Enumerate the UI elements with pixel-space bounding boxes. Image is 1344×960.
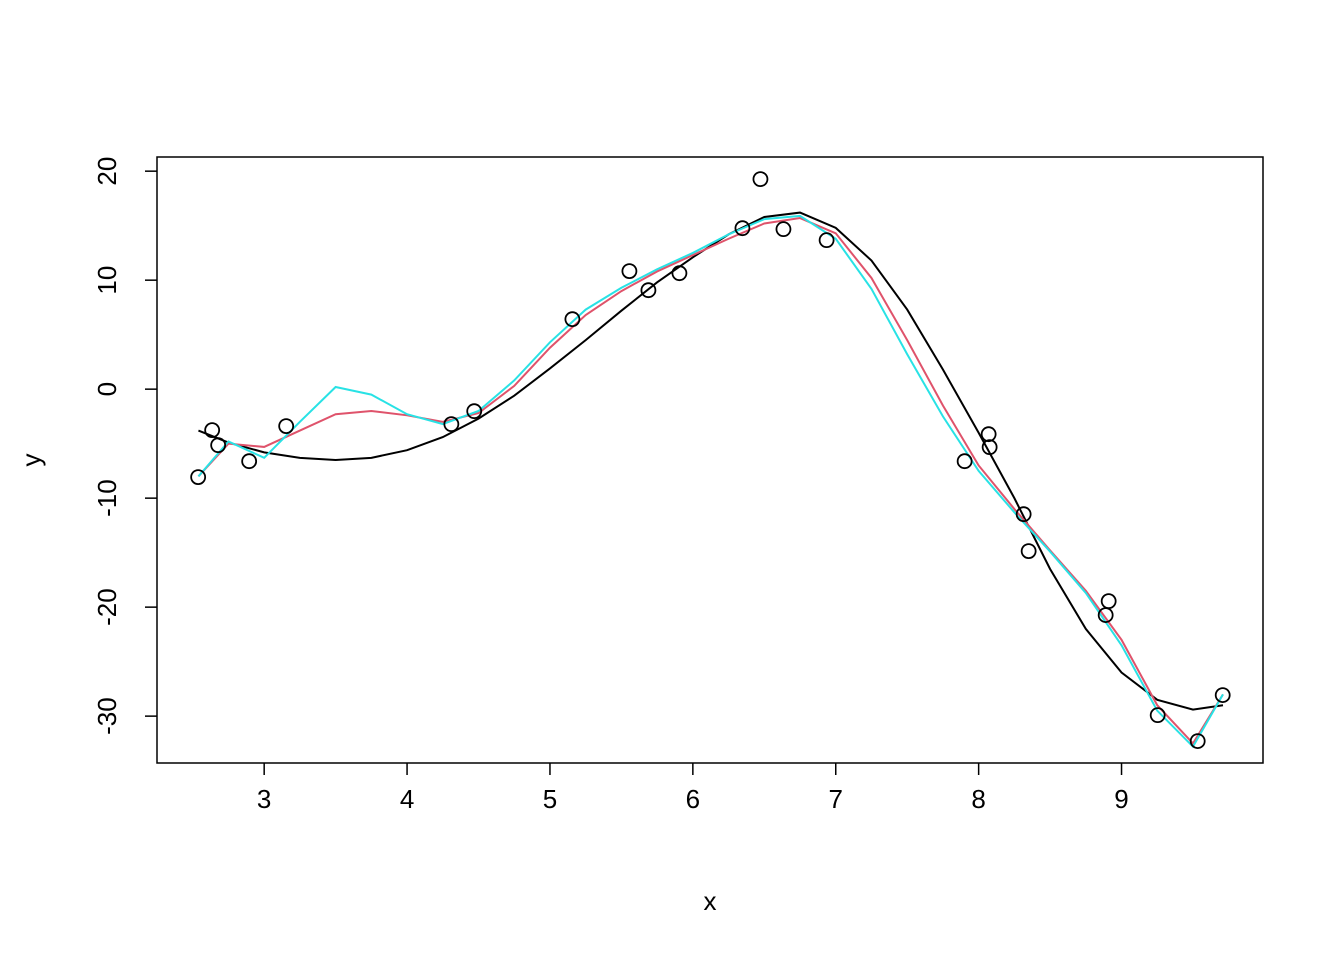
- x-tick-label: 5: [543, 784, 557, 814]
- point: [640, 282, 657, 299]
- point: [210, 437, 227, 454]
- point: [1189, 733, 1206, 749]
- x-tick-label: 9: [1114, 784, 1128, 814]
- y-tick-label: -30: [92, 697, 122, 735]
- x-tick-label: 6: [686, 784, 700, 814]
- point: [818, 232, 835, 249]
- y-tick-label: -20: [92, 588, 122, 626]
- y-tick-label: 10: [92, 266, 122, 295]
- y-tick-label: -10: [92, 479, 122, 517]
- point: [1020, 543, 1037, 560]
- point: [564, 311, 581, 328]
- x-tick-label: 3: [257, 784, 271, 814]
- y-axis-label: y: [16, 454, 46, 467]
- point: [621, 263, 638, 280]
- fit-curve: [197, 217, 1224, 746]
- point: [278, 418, 295, 435]
- point: [775, 221, 792, 238]
- point: [1149, 707, 1166, 724]
- point: [956, 453, 973, 470]
- x-tick-label: 4: [400, 784, 414, 814]
- fit-curve: [197, 214, 1224, 749]
- point: [734, 220, 751, 237]
- x-tick-label: 7: [829, 784, 843, 814]
- point: [204, 422, 221, 439]
- point: [190, 469, 207, 486]
- point: [981, 439, 998, 456]
- x-tick-label: 8: [971, 784, 985, 814]
- x-axis-label: x: [704, 886, 717, 916]
- point: [241, 453, 258, 470]
- point: [752, 171, 769, 188]
- point: [1015, 506, 1032, 523]
- point: [466, 403, 483, 420]
- point: [1214, 687, 1231, 703]
- point: [671, 265, 688, 282]
- point: [980, 426, 997, 443]
- fit-curve: [198, 211, 1224, 711]
- y-tick-label: 0: [92, 382, 122, 396]
- plot-box: [156, 156, 1264, 764]
- y-tick-label: 20: [92, 157, 122, 186]
- point: [1100, 593, 1117, 610]
- point: [443, 416, 460, 433]
